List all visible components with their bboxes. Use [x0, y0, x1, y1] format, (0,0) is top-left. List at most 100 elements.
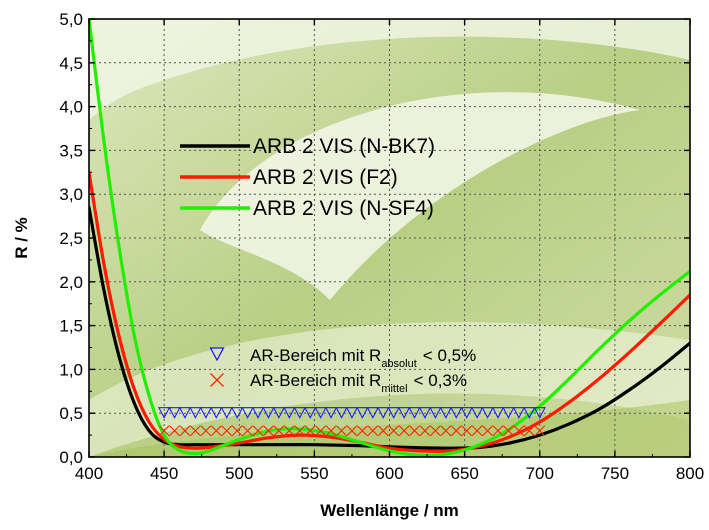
marker-absolut-point: [189, 407, 202, 419]
marker-mittel-point: [221, 425, 233, 437]
marker-absolut-point: [283, 407, 296, 419]
marker-mittel-point: [315, 425, 327, 437]
series-line-f2: [89, 170, 690, 453]
marker-mittel-point: [430, 425, 441, 437]
y-tick-label: 3,0: [59, 185, 83, 204]
x-tick-label: 700: [526, 464, 554, 483]
x-tick-labels: 400 450 500 550 600 650 700 750 800: [75, 464, 704, 483]
marker-legend-condition: < 0,5%: [423, 346, 476, 365]
marker-absolut-point: [231, 407, 244, 419]
marker-mittel-point: [200, 425, 212, 437]
grid-lines: [89, 19, 690, 457]
marker-mittel-point: [263, 425, 274, 437]
marker-mittel-point: [356, 425, 368, 437]
y-tick-label: 2,5: [59, 229, 83, 248]
marker-absolut-point: [158, 407, 171, 419]
legend-label: ARB 2 VIS (N-SF4): [253, 197, 434, 220]
marker-absolut-point: [460, 407, 473, 419]
marker-mittel-point: [158, 425, 170, 437]
marker-absolut-point: [251, 407, 265, 419]
marker-absolut-point: [345, 407, 359, 419]
series-line-n-bk7: [89, 205, 690, 450]
x-axis-title: Wellenlänge / nm: [320, 501, 459, 520]
marker-legend-subscript: absolut: [381, 358, 416, 370]
legend-entry-n-sf4: ARB 2 VIS (N-SF4): [180, 197, 434, 220]
y-tick-label: 5,0: [59, 10, 83, 29]
marker-layer: [158, 407, 546, 437]
axis-ticks: [88, 18, 691, 458]
marker-absolut-point: [398, 407, 411, 419]
marker-legend-subscript: mittel: [381, 383, 407, 395]
marker-mittel-point: [294, 425, 306, 437]
x-tick-label: 550: [300, 464, 328, 483]
y-tick-label: 4,0: [59, 98, 83, 117]
marker-legend: AR-Bereich mit Rabsolut < 0,5%AR-Bereich …: [209, 346, 476, 395]
marker-mittel-point: [377, 425, 389, 437]
marker-absolut-point: [439, 407, 452, 419]
marker-legend-symbol: [209, 347, 225, 362]
marker-mittel-point: [210, 425, 222, 437]
marker-mittel-point: [482, 425, 493, 437]
marker-absolut-point: [523, 407, 536, 419]
marker-absolut-point: [199, 407, 212, 419]
marker-mittel-point: [283, 425, 295, 437]
marker-mittel-point: [513, 425, 525, 437]
legend-entry-n-bk7: ARB 2 VIS (N-BK7): [180, 135, 435, 158]
series-layer: [89, 19, 690, 457]
marker-absolut-point: [471, 407, 484, 419]
legend: ARB 2 VIS (N-BK7) ARB 2 VIS (F2) ARB 2 VIS…: [180, 135, 435, 220]
x-tick-label: 500: [225, 464, 253, 483]
y-tick-label: 3,5: [59, 141, 83, 160]
x-tick-label: 800: [676, 464, 704, 483]
marker-absolut-point: [533, 407, 546, 419]
marker-mittel-point: [461, 425, 473, 437]
marker-absolut-point: [324, 407, 338, 419]
marker-mittel-point: [523, 425, 535, 437]
marker-absolut-point: [241, 407, 254, 419]
marker-absolut-point: [178, 407, 192, 419]
marker-absolut-point: [429, 407, 442, 419]
marker-absolut-point: [220, 407, 233, 419]
marker-mittel-point: [169, 425, 180, 437]
x-tick-label: 650: [450, 464, 478, 483]
marker-absolut-point: [210, 407, 223, 419]
legend-label: ARB 2 VIS (F2): [253, 166, 398, 189]
series-line-n-sf4: [89, 19, 690, 457]
y-tick-label: 1,5: [59, 317, 83, 336]
marker-absolut-point: [512, 407, 525, 419]
marker-mittel-point: [503, 425, 514, 437]
marker-mittel-point: [190, 425, 201, 437]
legend-label: ARB 2 VIS (N-BK7): [253, 135, 435, 158]
marker-mittel-point: [273, 425, 285, 437]
marker-mittel-point: [325, 425, 337, 437]
marker-absolut-point: [377, 407, 390, 419]
marker-mittel-point: [367, 425, 379, 437]
legend-entry-f2: ARB 2 VIS (F2): [180, 166, 398, 189]
marker-absolut-point: [262, 407, 275, 419]
marker-absolut-point: [502, 407, 515, 419]
y-tick-label: 0,5: [59, 404, 83, 423]
marker-absolut-point: [418, 407, 432, 419]
marker-mittel-point: [492, 425, 504, 437]
marker-absolut-point: [408, 407, 421, 419]
marker-mittel-point: [409, 425, 420, 437]
marker-absolut-point: [168, 407, 181, 419]
marker-absolut-point: [366, 407, 379, 419]
marker-legend-condition: < 0,3%: [414, 371, 467, 390]
marker-mittel-point: [471, 425, 483, 437]
bg-swoosh-leaf: [200, 92, 640, 300]
marker-mittel-point: [534, 425, 546, 437]
x-tick-label: 450: [150, 464, 178, 483]
marker-mittel-point: [388, 425, 400, 437]
marker-absolut-point: [491, 407, 505, 419]
marker-absolut-point: [293, 407, 306, 419]
marker-mittel-point: [336, 425, 347, 437]
marker-mittel-point: [346, 425, 358, 437]
x-tick-label: 600: [375, 464, 403, 483]
marker-absolut-point: [304, 407, 317, 419]
marker-absolut-point: [356, 407, 369, 419]
marker-mittel-point: [304, 425, 316, 437]
marker-mittel-point: [179, 425, 191, 437]
